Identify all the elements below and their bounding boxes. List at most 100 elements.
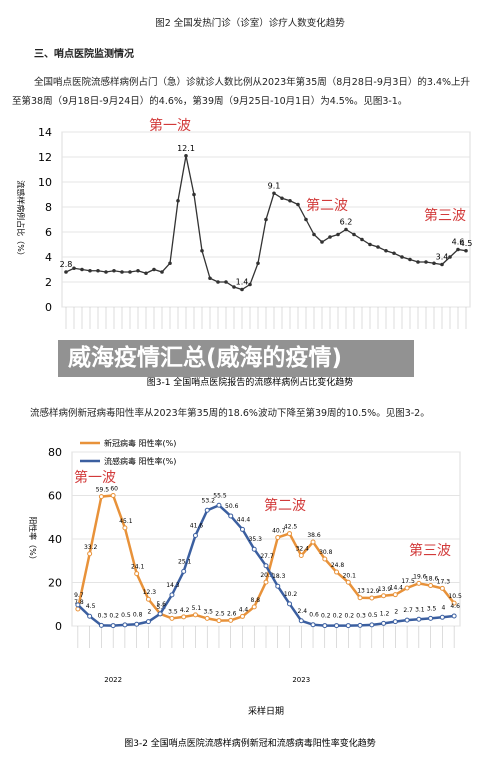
data-label: 4.2 (180, 607, 190, 614)
data-point (232, 285, 236, 289)
data-point (392, 251, 396, 256)
annotation: 第一波 (149, 117, 191, 134)
data-label: 6.2 (340, 218, 353, 227)
data-label: 3.4 (436, 253, 449, 262)
data-label: 60 (110, 486, 118, 493)
paragraph: 全国哨点医院流感样病例占门（急）诊就诊人数比例从2023年第35周（8月28日-… (12, 77, 471, 107)
data-label: 38.6 (307, 532, 321, 539)
data-point (381, 593, 387, 599)
data-point (263, 579, 269, 585)
data-point (322, 556, 328, 562)
y-tick-label: 80 (48, 446, 62, 459)
y-tick-label: 20 (48, 577, 62, 590)
data-label: 12.3 (143, 589, 157, 596)
data-label: 2 (148, 609, 152, 616)
data-label: 8.8 (250, 597, 260, 604)
data-point (287, 531, 293, 537)
data-point (145, 619, 151, 625)
data-label: 24.8 (331, 562, 345, 569)
data-point (122, 622, 128, 628)
data-label: 0.5 (368, 612, 378, 619)
annotation: 第二波 (264, 497, 306, 514)
data-label: 2.7 (403, 607, 413, 614)
data-label: 0.3 (356, 612, 366, 619)
data-point (304, 217, 308, 222)
data-label: 30.8 (319, 549, 333, 556)
data-point (424, 260, 428, 264)
data-label: 2.4 (297, 608, 307, 615)
data-point (298, 553, 304, 559)
data-point (334, 569, 340, 575)
y-axis-label: 流感样病例占比（%） (16, 180, 26, 260)
y-tick-label: 6 (45, 226, 52, 239)
data-point (451, 600, 457, 606)
data-label: 55.5 (213, 492, 227, 499)
data-label: 0.2 (345, 613, 355, 620)
data-label: 5.1 (192, 605, 202, 612)
data-point (96, 268, 100, 273)
data-label: 4.6 (450, 603, 460, 610)
data-point (376, 245, 380, 249)
data-point (239, 526, 245, 532)
data-label: 14.4 (390, 585, 404, 592)
y-tick-label: 40 (48, 533, 62, 546)
data-label: 4.6 (452, 238, 465, 247)
data-point (345, 579, 351, 585)
data-point (216, 502, 222, 508)
y-axis-label: 阳性率（%） (28, 516, 38, 564)
data-point (288, 198, 292, 203)
data-point (152, 267, 156, 272)
data-point (216, 618, 222, 624)
data-label: 2.5 (215, 611, 225, 618)
data-label: 17.3 (437, 578, 451, 585)
data-point (416, 580, 422, 586)
y-tick-label: 10 (38, 176, 52, 189)
data-label: 10.2 (284, 591, 298, 598)
data-label: 2.8 (60, 260, 73, 269)
data-point (110, 623, 116, 629)
data-point (428, 615, 434, 621)
y-tick-label: 12 (38, 151, 52, 164)
data-point (136, 268, 140, 273)
data-label: 50.6 (225, 503, 239, 510)
data-label: 45.1 (119, 518, 133, 525)
data-label: 17.5 (401, 578, 415, 585)
data-point (263, 563, 269, 569)
data-point (240, 287, 244, 292)
data-label: 0.6 (309, 612, 319, 619)
data-point (369, 622, 375, 628)
annotation: 第三波 (424, 207, 466, 224)
data-point (352, 232, 356, 237)
data-point (392, 592, 398, 598)
data-label: 5.6 (156, 601, 166, 608)
data-point (336, 232, 340, 237)
data-point (322, 623, 328, 629)
series-line (65, 155, 467, 291)
data-label: 0.8 (133, 611, 143, 618)
data-point (360, 237, 364, 242)
data-label: 12.9 (366, 588, 380, 595)
data-point (144, 271, 148, 276)
data-point (298, 618, 304, 624)
data-label: 7.8 (74, 599, 84, 606)
data-label: 24.1 (131, 564, 145, 571)
data-point (168, 261, 172, 266)
data-point (204, 615, 210, 621)
data-point (80, 267, 84, 272)
data-point (228, 513, 234, 519)
data-point (432, 261, 436, 266)
section-title: 三、哨点医院监测情况 (34, 49, 134, 60)
caption: 图3-1 全国哨点医院报告的流感样病例占比变化趋势 (147, 376, 354, 388)
data-point (357, 622, 363, 628)
data-point (120, 270, 124, 274)
data-point (384, 248, 388, 253)
data-point (181, 568, 187, 574)
data-point (357, 595, 363, 601)
data-label: 18.3 (272, 573, 286, 580)
data-label: 5.6 (156, 604, 166, 611)
data-label: 2.6 (227, 610, 237, 617)
data-point (345, 623, 351, 629)
data-point (87, 613, 93, 619)
data-point (112, 268, 116, 273)
data-label: 13 (357, 588, 365, 595)
